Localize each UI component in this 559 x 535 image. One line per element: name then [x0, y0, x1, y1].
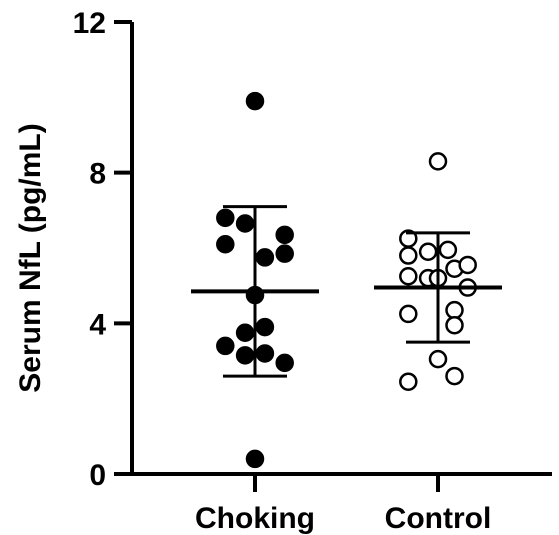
- data-point: [418, 242, 438, 262]
- data-point: [216, 234, 235, 254]
- data-point: [399, 372, 418, 391]
- data-point: [235, 323, 255, 342]
- data-point: [255, 317, 275, 337]
- data-point: [245, 91, 265, 111]
- data-point: [216, 208, 235, 228]
- y-axis-title: Serum NfL (pg/mL): [14, 123, 47, 392]
- x-tick-label: Choking: [195, 502, 315, 535]
- data-point: [458, 255, 477, 275]
- y-tick-label: 12: [73, 7, 106, 40]
- data-point: [245, 449, 265, 469]
- data-point: [445, 366, 464, 386]
- data-point: [275, 225, 294, 245]
- data-point: [445, 315, 464, 335]
- data-point: [428, 349, 448, 369]
- data-point: [275, 244, 294, 263]
- axes: [114, 20, 552, 492]
- data-point: [399, 267, 418, 286]
- data-point: [438, 240, 458, 260]
- data-point: [428, 152, 448, 171]
- y-tick-label: 0: [89, 459, 106, 492]
- data-point: [275, 353, 294, 373]
- y-tick-label: 8: [89, 158, 106, 191]
- data-point: [235, 346, 255, 365]
- y-tick-label: 4: [89, 308, 106, 341]
- chart-marks: [191, 91, 502, 469]
- data-point: [255, 248, 275, 267]
- data-point: [216, 336, 235, 356]
- data-point: [445, 300, 464, 320]
- data-point: [255, 344, 275, 363]
- x-tick-label: Control: [385, 502, 492, 535]
- data-point: [399, 304, 418, 324]
- chart-labels: 0 4 8 12 Choking Control Serum NfL (pg/mL): [14, 7, 491, 535]
- data-point: [399, 246, 418, 265]
- data-point: [235, 214, 255, 233]
